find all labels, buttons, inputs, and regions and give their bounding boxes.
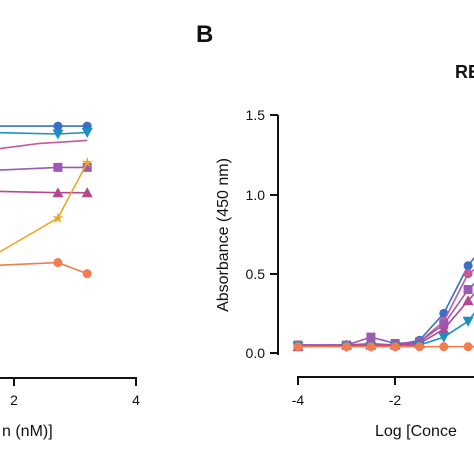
panel-b-series-5-point-0	[293, 342, 303, 352]
panel-b-x-tick-label-neg2: -2	[389, 392, 402, 408]
panel-b-series-5-point-4	[415, 342, 424, 352]
panel-b-series-5-point-2	[366, 342, 376, 352]
panel-b-series-5-point-1	[342, 342, 352, 352]
panel-a-series-4-line	[0, 190, 88, 194]
panel-a-series-3-line	[0, 166, 88, 171]
panel-a-series-1-point-2	[52, 129, 64, 140]
panel-b-y-tick-label-1.0: 1.0	[246, 187, 266, 203]
panel-b-series-3-line	[297, 292, 474, 348]
panel-b-y-tick-label-0.0: 0.0	[246, 345, 266, 361]
panel-b-series-5-point-6	[463, 342, 473, 352]
panel-b-series-0-point-6	[463, 261, 473, 271]
panel-b-y-tick-label-1.5: 1.5	[246, 107, 266, 123]
panel-a-series-4-point-2	[52, 187, 64, 198]
panel-b-series-group	[292, 256, 474, 353]
panel-b-x-axis-label: Log [Conce	[375, 423, 457, 440]
panel-a-x-tick-label-2: 2	[10, 392, 18, 408]
panel-a-x-tick-label-4: 4	[132, 392, 140, 408]
panel-b-series-5-point-5	[439, 342, 449, 352]
panel-a-series-6-point-2	[53, 258, 63, 268]
panel-a-series-1-point-3	[81, 127, 93, 138]
panel-b-series-3-point-5	[438, 323, 450, 334]
panel-a-x-axis-label: n (nM)]	[2, 423, 53, 440]
panel-b-series-2-point-2	[366, 332, 376, 342]
panel-a-series-1-line	[0, 131, 88, 135]
panel-b-series-2-point-6	[463, 285, 473, 295]
panel-b-series-5-point-3	[390, 342, 400, 352]
panel-a-series-3-point-3	[82, 162, 92, 172]
panel-a-series-0-line	[0, 125, 88, 127]
panel-a-chart: 2 4 n (nM)]	[0, 121, 140, 440]
panel-b-series-3-point-6	[462, 295, 474, 306]
panel-a-series-5-point-3	[81, 156, 93, 168]
panel-a-series-4-point-3	[81, 187, 93, 198]
panel-a-series-2-line	[0, 139, 88, 150]
panel-b-series-4-point-5	[438, 332, 450, 343]
panel-a-series-0-point-2	[53, 121, 63, 131]
panel-a-series-group	[0, 121, 93, 279]
panel-b-y-axis-label: Absorbance (450 nm)	[215, 158, 232, 312]
panel-b-title: RE	[455, 62, 474, 82]
panel-b-letter: B	[196, 21, 213, 48]
panel-a-series-3-point-2	[53, 162, 63, 172]
panel-b-series-4-point-6	[462, 316, 474, 327]
panel-a-series-5-point-2	[52, 212, 64, 223]
panel-b-x-tick-label-neg4: -4	[292, 392, 305, 408]
panel-a-series-6-line	[0, 261, 88, 275]
panel-b-series-1-point-6	[463, 269, 473, 279]
panel-a-series-6-point-3	[82, 269, 92, 279]
panel-b-y-tick-label-0.5: 0.5	[246, 266, 266, 282]
panel-a-series-5-line	[0, 162, 88, 253]
panel-b-chart: 1.5 1.0 0.5 0.0 -4 -2 Log [Conce Absorba…	[215, 107, 474, 440]
